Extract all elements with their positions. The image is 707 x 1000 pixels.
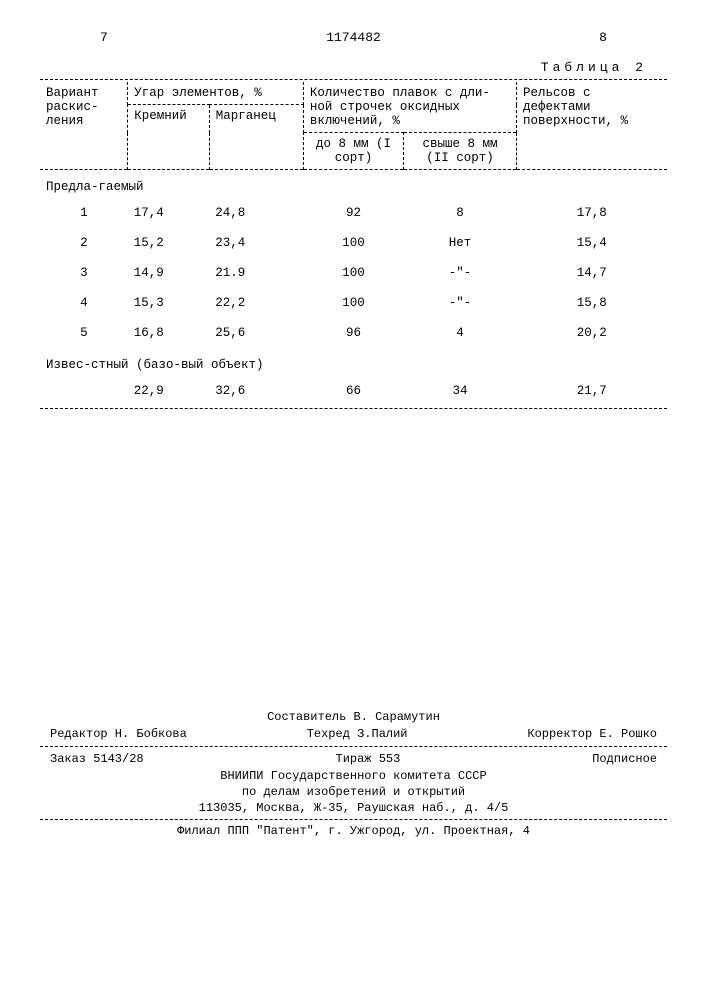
hdr-burn: Угар элементов, % [128, 82, 304, 105]
hdr-upto8: до 8 мм (I сорт) [303, 133, 403, 170]
table-row: 2 15,2 23,4 100 Нет 15,4 [40, 228, 667, 258]
page-numbers: 7 1174482 8 [100, 30, 607, 45]
hdr-rails: Рельсов с дефектами поверхности, % [516, 82, 667, 170]
footer-editor: Редактор Н. Бобкова [50, 727, 187, 741]
hdr-variant: Вариант раскис-ления [40, 82, 128, 170]
table-row: 4 15,3 22,2 100 -"- 15,8 [40, 288, 667, 318]
page-right: 8 [599, 30, 607, 45]
footer-addr1: 113035, Москва, Ж-35, Раушская наб., д. … [40, 800, 667, 816]
footer-techred: Техред З.Палий [307, 727, 408, 741]
footer-tirage: Тираж 553 [336, 752, 401, 766]
footer-org2: по делам изобретений и открытий [40, 784, 667, 800]
table-caption: Таблица 2 [40, 60, 667, 75]
section-known: Извес-стный (базо-вый объект) [40, 348, 667, 376]
footer: Составитель В. Сарамутин Редактор Н. Боб… [40, 709, 667, 839]
hdr-over8: свыше 8 мм (II сорт) [404, 133, 517, 170]
page-left: 7 [100, 30, 108, 45]
page-center: 1174482 [326, 30, 381, 45]
hdr-melts: Количество плавок с дли-ной строчек окси… [303, 82, 516, 133]
footer-addr2: Филиал ППП "Патент", г. Ужгород, ул. Про… [40, 823, 667, 839]
data-table: Вариант раскис-ления Угар элементов, % К… [40, 82, 667, 406]
table-row: 3 14,9 21.9 100 -"- 14,7 [40, 258, 667, 288]
footer-corrector: Корректор Е. Рошко [527, 727, 657, 741]
section-proposed: Предла-гаемый [40, 170, 667, 198]
footer-org1: ВНИИПИ Государственного комитета СССР [40, 768, 667, 784]
table-row: 5 16,8 25,6 96 4 20,2 [40, 318, 667, 348]
footer-order: Заказ 5143/28 [50, 752, 144, 766]
table-row: 1 17,4 24,8 92 8 17,8 [40, 198, 667, 228]
hdr-si: Кремний [128, 105, 210, 170]
footer-subscr: Подписное [592, 752, 657, 766]
hdr-mn: Марганец [209, 105, 303, 170]
footer-compiler: Составитель В. Сарамутин [40, 709, 667, 725]
table-row-known: 22,9 32,6 66 34 21,7 [40, 376, 667, 406]
